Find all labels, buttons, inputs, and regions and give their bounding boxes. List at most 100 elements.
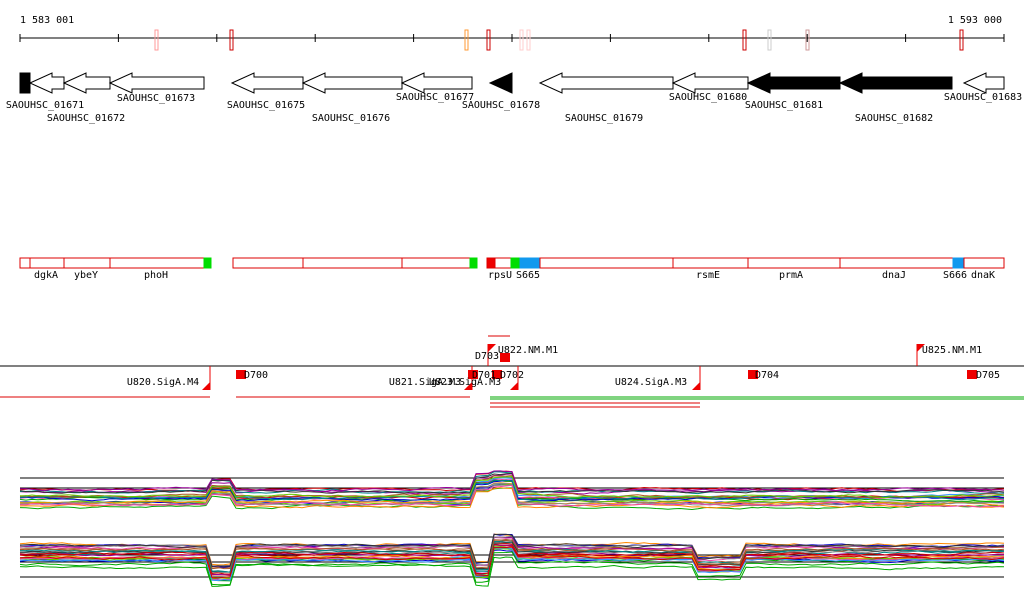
- gene-label: SAOUHSC_01673: [117, 93, 195, 104]
- ruler-mark: [959, 29, 964, 51]
- promoter-box: [468, 370, 478, 379]
- promoter-label: D702: [500, 370, 524, 381]
- ruler-mark: [519, 29, 524, 51]
- expression-trace: [19, 539, 1005, 570]
- gene-label: SAOUHSC_01681: [745, 100, 823, 111]
- promoter-label: U821.SigA.M3: [389, 377, 461, 388]
- feature-box: [747, 257, 841, 269]
- promoter-label: U825.NM.M1: [922, 345, 982, 356]
- gene-arrow: [62, 72, 111, 94]
- gene-arrow: [838, 72, 953, 94]
- promoter-label: D701: [472, 370, 496, 381]
- ruler-mark: [742, 29, 747, 51]
- ruler-mark: [526, 29, 531, 51]
- feature-box: [963, 257, 1005, 269]
- expression-trace: [19, 470, 1005, 493]
- expression-trace: [19, 546, 1005, 579]
- feature-box: [29, 257, 65, 269]
- feature-box: [672, 257, 749, 269]
- gene-label: SAOUHSC_01683: [944, 92, 1022, 103]
- expression-trace: [19, 551, 1005, 586]
- expression-trace: [19, 547, 1005, 582]
- gene-arrow: [671, 72, 749, 94]
- feature-label: rsmE: [696, 270, 720, 281]
- expression-trace: [19, 543, 1005, 575]
- feature-box: [109, 257, 205, 269]
- promoter-flag: [917, 344, 925, 352]
- feature-box: [486, 257, 496, 269]
- promoter-flag: [488, 344, 496, 352]
- gene-label: SAOUHSC_01682: [855, 113, 933, 124]
- promoter-box: [748, 370, 758, 379]
- expression-trace: [19, 479, 1005, 502]
- promoter-flag: [510, 382, 518, 390]
- expression-trace: [19, 482, 1005, 506]
- gene-label: SAOUHSC_01672: [47, 113, 125, 124]
- feature-label: phoH: [144, 270, 168, 281]
- feature-label: dnaK: [971, 270, 995, 281]
- ruler-mark: [805, 29, 810, 51]
- gene-arrow: [108, 72, 205, 94]
- promoter-box: [236, 370, 246, 379]
- feature-box: [839, 257, 954, 269]
- ruler-mark: [229, 29, 234, 51]
- gene-label: SAOUHSC_01671: [6, 100, 84, 111]
- gene-arrow: [746, 72, 841, 94]
- expression-trace: [19, 482, 1005, 507]
- feature-box: [510, 257, 521, 269]
- promoter-label: D703: [475, 351, 499, 362]
- promoter-label: U822.NM.M1: [498, 345, 558, 356]
- gene-arrow: [28, 72, 65, 94]
- feature-box: [539, 257, 674, 269]
- expression-trace: [19, 533, 1005, 567]
- feature-label: prmA: [779, 270, 803, 281]
- ruler-mark: [154, 29, 159, 51]
- feature-box: [519, 257, 541, 269]
- feature-label: rpsU: [488, 270, 512, 281]
- gene-label: SAOUHSC_01676: [312, 113, 390, 124]
- ruler-start: 1 583 001: [20, 15, 74, 26]
- promoter-flag: [464, 382, 472, 390]
- feature-box: [63, 257, 111, 269]
- feature-box: [469, 257, 478, 269]
- gene-label: SAOUHSC_01680: [669, 92, 747, 103]
- feature-label: dgkA: [34, 270, 58, 281]
- feature-box: [19, 257, 31, 269]
- gene-label: SAOUHSC_01678: [462, 100, 540, 111]
- gene-label: SAOUHSC_01677: [396, 92, 474, 103]
- expression-trace: [19, 556, 1005, 587]
- feature-label: ybeY: [74, 270, 98, 281]
- expression-trace: [19, 475, 1005, 499]
- promoter-label: U824.SigA.M3: [615, 377, 687, 388]
- promoter-box: [967, 370, 977, 379]
- feature-box: [302, 257, 403, 269]
- feature-label: dnaJ: [882, 270, 906, 281]
- expression-trace: [19, 472, 1005, 494]
- gene-arrow: [962, 72, 1005, 94]
- gene-arrow: [488, 72, 513, 94]
- ruler-mark: [767, 29, 772, 51]
- feature-label: S666: [943, 270, 967, 281]
- feature-box: [401, 257, 471, 269]
- gene-arrow: [400, 72, 473, 94]
- feature-box: [494, 257, 512, 269]
- gene-label: SAOUHSC_01679: [565, 113, 643, 124]
- feature-label: S665: [516, 270, 540, 281]
- ruler-end: 1 593 000: [948, 15, 1002, 26]
- gene-arrow: [538, 72, 674, 94]
- expression-trace: [19, 475, 1004, 499]
- gene-arrow: [19, 72, 31, 94]
- ruler-mark: [464, 29, 469, 51]
- promoter-label: U823.SigA.M3: [429, 377, 501, 388]
- gene-arrow: [301, 72, 403, 94]
- feature-box: [232, 257, 304, 269]
- ruler-mark: [486, 29, 491, 51]
- expression-trace: [19, 484, 1005, 508]
- gene-label: SAOUHSC_01675: [227, 100, 305, 111]
- promoter-label: U820.SigA.M4: [127, 377, 199, 388]
- promoter-box: [492, 370, 502, 379]
- promoter-box: [500, 353, 510, 362]
- promoter-flag: [692, 382, 700, 390]
- promoter-label: D700: [244, 370, 268, 381]
